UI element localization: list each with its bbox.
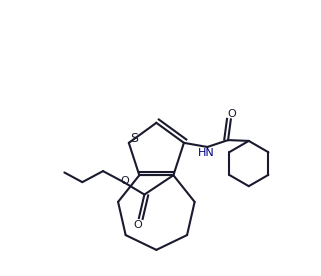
Text: O: O bbox=[228, 109, 237, 120]
Text: S: S bbox=[130, 132, 138, 145]
Text: HN: HN bbox=[198, 148, 214, 158]
Text: O: O bbox=[133, 220, 142, 230]
Text: O: O bbox=[121, 176, 129, 186]
